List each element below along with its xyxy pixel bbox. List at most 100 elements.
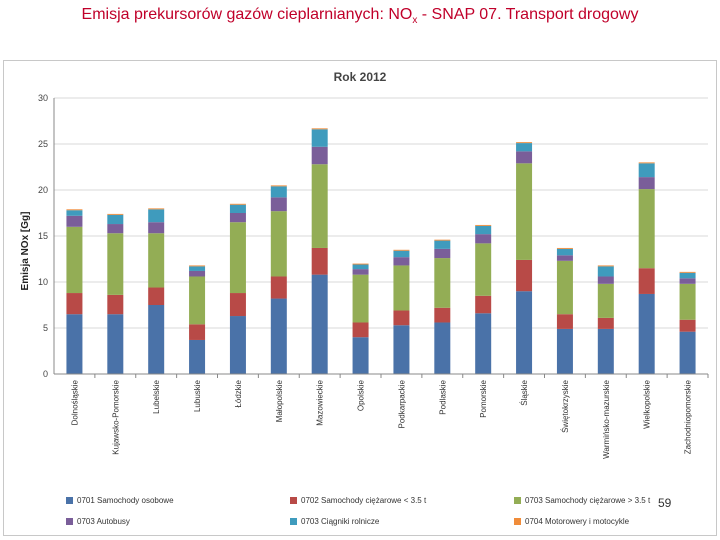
legend-label: 0703 Samochody ciężarowe > 3.5 t	[525, 496, 651, 505]
bar-segment	[66, 210, 83, 216]
bar-segment	[393, 249, 410, 251]
bar-segment	[229, 316, 246, 374]
legend-label: 0702 Samochody ciężarowe < 3.5 t	[301, 496, 427, 505]
stacked-bar-chart: 0 5 10 15 20 25 30 Dolnośląskie Kujawsko-Pomorsk…	[20, 70, 709, 459]
bar-segment	[270, 276, 287, 299]
bar-segment	[148, 222, 165, 234]
x-tick-label: Łódzkie	[234, 379, 243, 407]
bar-segment	[148, 287, 165, 305]
y-tick-label: 15	[38, 231, 48, 241]
bar-segment	[434, 248, 451, 259]
bar-segment	[434, 322, 451, 374]
y-tick-label: 20	[38, 185, 48, 195]
slide-title-rest: - SNAP 07. Transport drogowy	[417, 6, 639, 23]
bar-segment	[434, 239, 451, 241]
bar-segment	[638, 293, 655, 374]
x-tick-label: Małopolskie	[275, 379, 284, 422]
legend-item: 0702 Samochody ciężarowe < 3.5 t	[290, 496, 426, 505]
bar-segment	[189, 276, 206, 325]
bar-segment	[66, 314, 83, 374]
bar-segment	[107, 233, 124, 295]
bar-segment	[475, 313, 492, 374]
bar-segment	[475, 234, 492, 244]
y-axis-label: Emisja NOx [Gg]	[20, 212, 31, 291]
legend-label: 0703 Ciągniki rolnicze	[301, 517, 380, 526]
legend-swatch	[290, 497, 297, 504]
bar-segment	[148, 209, 165, 223]
bar-segment	[638, 177, 655, 190]
bar-segment	[475, 225, 492, 235]
bar-segment	[679, 272, 696, 279]
bar-segment	[393, 250, 410, 258]
bar-segment	[516, 142, 533, 144]
bar-segment	[270, 185, 287, 187]
bar-segment	[311, 274, 328, 374]
bar-segment	[189, 339, 206, 374]
legend-label: 0704 Motorowery i motocykle	[525, 517, 630, 526]
slide-title: Emisja prekursorów gazów cieplarnianych:…	[0, 6, 720, 26]
bar-segment	[148, 208, 165, 210]
bar-segment	[516, 151, 533, 164]
x-tick-label: Warmińsko-mazurskie	[602, 379, 611, 458]
x-tick-label: Śląskie	[520, 379, 529, 405]
bar-segment	[311, 164, 328, 248]
bar-segment	[107, 213, 124, 215]
bar-segment	[434, 258, 451, 308]
bar-segment	[597, 276, 614, 284]
bar-segment	[270, 197, 287, 212]
bar-segment	[556, 260, 573, 315]
bar-segment	[311, 128, 328, 130]
x-tick-label: Opolskie	[357, 379, 366, 411]
bar-segment	[148, 305, 165, 374]
x-tick-label: Kujawsko-Pomorskie	[111, 379, 120, 454]
bar-segment	[638, 268, 655, 294]
slide-title-subscript: x	[412, 15, 418, 27]
y-tick-label: 5	[43, 323, 48, 333]
bar-segment	[311, 247, 328, 275]
bar-segment	[107, 224, 124, 234]
bar-segment	[475, 295, 492, 314]
legend-swatch	[514, 497, 521, 504]
bar-segment	[66, 215, 83, 227]
x-tick-label: Zachodniopomorskie	[684, 379, 693, 454]
legend-swatch	[290, 518, 297, 525]
bar-segment	[229, 203, 246, 205]
legend-swatch	[66, 518, 73, 525]
bar-segment	[638, 162, 655, 164]
legend-swatch	[66, 497, 73, 504]
bar-segment	[352, 269, 369, 275]
legend-item: 0704 Motorowery i motocykle	[514, 517, 629, 526]
bar-segment	[270, 211, 287, 277]
bar-segment	[352, 264, 369, 270]
bar-segment	[229, 222, 246, 294]
legend-label: 0701 Samochody osobowe	[77, 496, 174, 505]
chart-title: Rok 2012	[334, 70, 387, 84]
bar-segment	[516, 259, 533, 292]
y-tick-label: 25	[38, 139, 48, 149]
slide-title-main: Emisja prekursorów gazów cieplarnianych:…	[81, 6, 413, 23]
bar-segment	[597, 317, 614, 329]
bar-segment	[679, 319, 696, 332]
bar-segment	[679, 331, 696, 374]
y-tick-label: 0	[43, 369, 48, 379]
bar-segment	[556, 328, 573, 374]
bar-segment	[679, 283, 696, 320]
x-tick-label: Dolnośląskie	[70, 379, 79, 425]
legend-item: 0703 Ciągniki rolnicze	[290, 517, 379, 526]
chart-frame: 0 5 10 15 20 25 30 Dolnośląskie Kujawsko-Pomorsk…	[3, 60, 717, 536]
bar-segment	[189, 324, 206, 340]
x-tick-label: Pomorskie	[479, 379, 488, 417]
x-tick-label: Podkarpackie	[397, 379, 406, 428]
bar-segment	[556, 248, 573, 256]
bar-segment	[352, 337, 369, 374]
bar-segment	[516, 163, 533, 260]
bar-segment	[352, 263, 369, 265]
bar-segment	[229, 213, 246, 223]
bar-segment	[679, 278, 696, 284]
bar-segment	[516, 143, 533, 152]
legend-label: 0703 Autobusy	[77, 517, 130, 526]
x-tick-label: Świętokrzyskie	[561, 379, 570, 432]
bar-segment	[393, 325, 410, 374]
x-tick-label: Wielkopolskie	[643, 379, 652, 428]
bar-segment	[556, 314, 573, 329]
